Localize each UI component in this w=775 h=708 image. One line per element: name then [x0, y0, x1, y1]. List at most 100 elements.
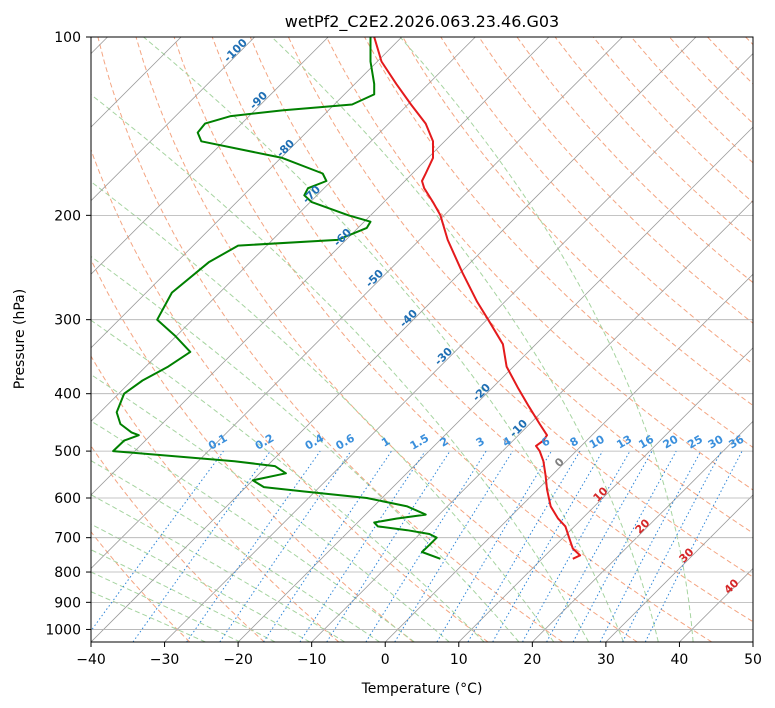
x-tick-label: −30 — [150, 652, 180, 668]
mixing-ratio-line — [572, 450, 677, 642]
isotherm — [91, 37, 697, 642]
mixing-ratio-label: 6 — [539, 434, 552, 449]
moist-adiabat — [271, 37, 659, 642]
mixing-ratio-line — [522, 450, 631, 642]
mixing-ratio-label: 3 — [474, 435, 487, 450]
dry-adiabat — [249, 37, 753, 578]
mixing-ratio-label: 20 — [661, 432, 681, 451]
moist-adiabat — [91, 460, 380, 642]
y-tick-label: 500 — [54, 444, 81, 460]
isotherm — [91, 37, 623, 570]
background-lines — [91, 37, 753, 642]
dry-adiabat — [91, 445, 265, 642]
x-axis-label: Temperature (°C) — [361, 681, 483, 697]
isotherm — [458, 347, 753, 642]
isotherm — [237, 126, 753, 642]
y-tick-label: 1000 — [45, 622, 81, 638]
moist-adiabat — [91, 494, 345, 642]
moist-adiabat — [91, 181, 555, 642]
mixing-ratio-line — [436, 450, 552, 642]
isotherm-label: -90 — [247, 89, 270, 112]
dry-adiabat — [326, 37, 753, 491]
dry-adiabat — [211, 37, 753, 623]
mixing-ratio-label: 25 — [685, 433, 705, 452]
dry-adiabat — [91, 531, 191, 642]
moist-adiabat — [91, 94, 590, 642]
x-tick-label: −40 — [76, 652, 106, 668]
dry-adiabat — [745, 37, 753, 46]
isotherm — [91, 37, 329, 275]
isotherm — [164, 52, 753, 642]
dewpoint-profile-line — [112, 37, 441, 560]
profile-series — [112, 37, 582, 560]
y-tick-label: 600 — [54, 491, 81, 507]
isotherm-label: 30 — [677, 545, 697, 565]
dry-adiabat — [97, 37, 563, 642]
isotherm — [679, 567, 753, 642]
isotherm — [532, 420, 753, 642]
mixing-ratio-line — [219, 450, 352, 642]
moist-adiabat — [91, 319, 485, 642]
mixing-ratio-line — [132, 450, 271, 642]
isotherm — [91, 37, 403, 349]
x-tick-label: 10 — [450, 652, 468, 668]
mixing-ratio-label: 0.4 — [303, 431, 327, 452]
mixing-ratio-line — [394, 450, 514, 642]
isotherm — [91, 37, 255, 202]
dry-adiabat — [364, 37, 753, 449]
isotherm-label: 10 — [591, 484, 611, 504]
x-axis: −40 −30 −20 −10 0 10 20 30 40 50 — [76, 642, 762, 668]
mixing-ratio-label: 0.2 — [253, 432, 276, 453]
moist-adiabat — [91, 420, 415, 642]
dry-adiabat — [91, 258, 414, 642]
dry-adiabat — [554, 37, 753, 244]
isotherm — [311, 200, 753, 642]
y-tick-label: 200 — [54, 208, 81, 224]
y-tick-label: 100 — [54, 30, 81, 46]
y-tick-label: 800 — [54, 565, 81, 581]
moist-adiabat — [91, 255, 520, 642]
x-tick-label: −10 — [297, 652, 327, 668]
isotherm — [91, 37, 550, 496]
x-tick-label: 50 — [744, 652, 762, 668]
x-tick-label: 40 — [671, 652, 689, 668]
isotherm-label: -100 — [221, 36, 250, 65]
dry-adiabat — [91, 148, 489, 642]
mixing-ratio-line — [326, 450, 451, 642]
dry-adiabat — [707, 37, 753, 85]
isotherm-label: -70 — [300, 183, 323, 206]
mixing-ratio-line — [467, 450, 581, 642]
y-tick-label: 900 — [54, 595, 81, 611]
mixing-ratio-label: 16 — [636, 432, 656, 451]
line-annotations: 0.1 0.2 0.4 0.6 1 1.5 2 3 4 6 8 10 13 16 20 25 30 36-100-… — [206, 36, 746, 597]
y-tick-label: 400 — [54, 387, 81, 403]
mixing-ratio-label: 36 — [726, 432, 746, 451]
isotherm-label: 40 — [722, 576, 742, 596]
mixing-ratio-line — [91, 450, 224, 632]
mixing-ratio-line — [622, 450, 722, 642]
isotherm-label: -50 — [363, 267, 386, 290]
isotherm-label: -20 — [470, 381, 493, 404]
x-tick-label: −20 — [223, 652, 253, 668]
isotherm — [605, 494, 753, 642]
y-tick-label: 300 — [54, 313, 81, 329]
mixing-ratio-label: 0.6 — [334, 431, 358, 452]
isotherm-label: -40 — [397, 307, 420, 330]
isotherm-label: -10 — [507, 417, 530, 440]
isotherm-label: 20 — [633, 516, 653, 536]
isotherm-label: -60 — [331, 226, 354, 249]
x-tick-label: 20 — [523, 652, 541, 668]
moist-adiabat — [91, 571, 241, 642]
mixing-ratio-label: 10 — [587, 432, 607, 451]
dry-adiabat — [402, 37, 753, 407]
mixing-ratio-line — [644, 450, 743, 642]
moist-adiabat — [91, 549, 276, 642]
dry-adiabat — [478, 37, 753, 324]
mixing-ratio-line — [546, 450, 653, 642]
moist-adiabat — [399, 37, 694, 642]
mixing-ratio-label: 1.5 — [408, 432, 431, 453]
temperature-profile-line — [373, 37, 582, 560]
dry-adiabat — [516, 37, 753, 284]
mixing-ratio-label: 8 — [568, 435, 581, 450]
